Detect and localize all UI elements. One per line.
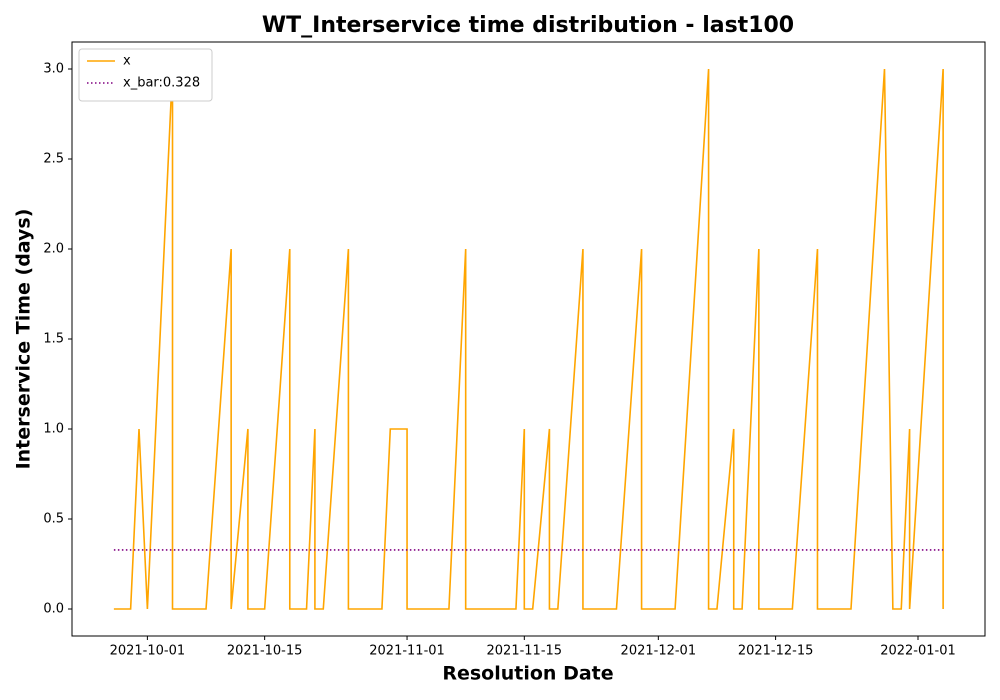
y-tick-label: 1.0 (43, 422, 64, 437)
x-tick-label: 2021-10-15 (227, 644, 303, 659)
plot-frame (71, 41, 986, 637)
legend-label: x_bar:0.328 (123, 76, 200, 91)
y-tick-label: 0.5 (43, 512, 64, 527)
y-axis-label: Interservice Time (days) (13, 209, 35, 470)
chart-title: WT_Interservice time distribution - last… (262, 13, 794, 38)
x-tick-label: 2021-12-01 (621, 644, 697, 659)
y-tick-label: 2.5 (43, 152, 64, 167)
x-tick-label: 2021-10-01 (110, 644, 186, 659)
y-tick-label: 2.0 (43, 242, 64, 257)
y-tick-label: 1.5 (43, 332, 64, 347)
legend-label: x (123, 54, 131, 69)
x-axis-label: Resolution Date (442, 663, 613, 685)
x-tick-label: 2022-01-01 (880, 644, 956, 659)
x-tick-label: 2021-11-15 (487, 644, 563, 659)
data-line (113, 68, 944, 610)
x-tick-label: 2021-11-01 (369, 644, 445, 659)
y-tick-label: 3.0 (43, 62, 64, 77)
y-tick-label: 0.0 (43, 602, 64, 617)
legend-box (78, 48, 213, 102)
x-tick-label: 2021-12-15 (738, 644, 814, 659)
